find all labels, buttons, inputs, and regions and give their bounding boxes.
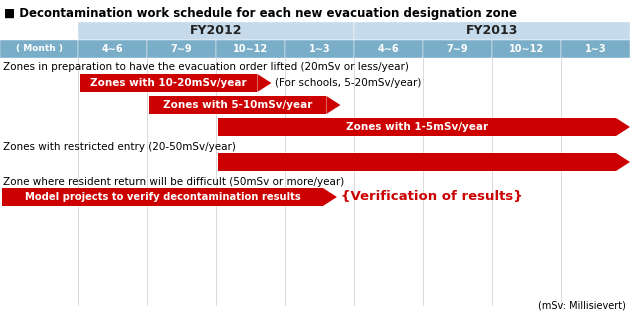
Bar <box>285 40 354 58</box>
Text: 1∼3: 1∼3 <box>585 44 606 54</box>
Text: Model projects to verify decontamination results: Model projects to verify decontamination… <box>25 192 301 202</box>
Bar <box>149 96 326 114</box>
Bar <box>147 40 216 58</box>
Text: ■ Decontamination work schedule for each new evacuation designation zone: ■ Decontamination work schedule for each… <box>4 7 517 20</box>
Bar <box>78 40 147 58</box>
Text: 4∼6: 4∼6 <box>378 44 399 54</box>
Text: 10∼12: 10∼12 <box>233 44 268 54</box>
Text: 1∼3: 1∼3 <box>309 44 330 54</box>
Text: Zones in preparation to have the evacuation order lifted (20mSv or less/year): Zones in preparation to have the evacuat… <box>3 62 409 72</box>
Text: ( Month ): ( Month ) <box>16 45 62 54</box>
Bar <box>218 153 616 171</box>
Text: Zones with 5-10mSv/year: Zones with 5-10mSv/year <box>163 100 312 110</box>
Text: 4∼6: 4∼6 <box>101 44 123 54</box>
Bar <box>216 40 285 58</box>
Bar <box>78 22 354 40</box>
Text: Zones with restricted entry (20-50mSv/year): Zones with restricted entry (20-50mSv/ye… <box>3 142 236 152</box>
Bar <box>0 40 78 58</box>
Text: {Verification of results}: {Verification of results} <box>341 191 523 203</box>
Polygon shape <box>258 74 272 92</box>
Text: 7∼9: 7∼9 <box>171 44 192 54</box>
Text: FY2013: FY2013 <box>466 25 518 37</box>
Polygon shape <box>616 118 630 136</box>
Text: Zones with 10-20mSv/year: Zones with 10-20mSv/year <box>90 78 247 88</box>
Bar <box>492 40 561 58</box>
Bar <box>561 40 630 58</box>
Polygon shape <box>323 188 337 206</box>
Text: (For schools, 5-20mSv/year): (For schools, 5-20mSv/year) <box>275 78 421 88</box>
Bar <box>423 40 492 58</box>
Bar <box>80 74 258 92</box>
Text: 10∼12: 10∼12 <box>509 44 544 54</box>
Text: Zones with 1-5mSv/year: Zones with 1-5mSv/year <box>346 122 488 132</box>
Text: FY2012: FY2012 <box>190 25 243 37</box>
Polygon shape <box>616 153 630 171</box>
Bar <box>218 118 616 136</box>
Polygon shape <box>326 96 340 114</box>
Bar <box>354 22 630 40</box>
Bar <box>2 188 323 206</box>
Text: 7∼9: 7∼9 <box>447 44 468 54</box>
Text: (mSv: Millisievert): (mSv: Millisievert) <box>538 300 626 310</box>
Text: Zone where resident return will be difficult (50mSv or more/year): Zone where resident return will be diffi… <box>3 177 344 187</box>
Bar <box>354 40 423 58</box>
